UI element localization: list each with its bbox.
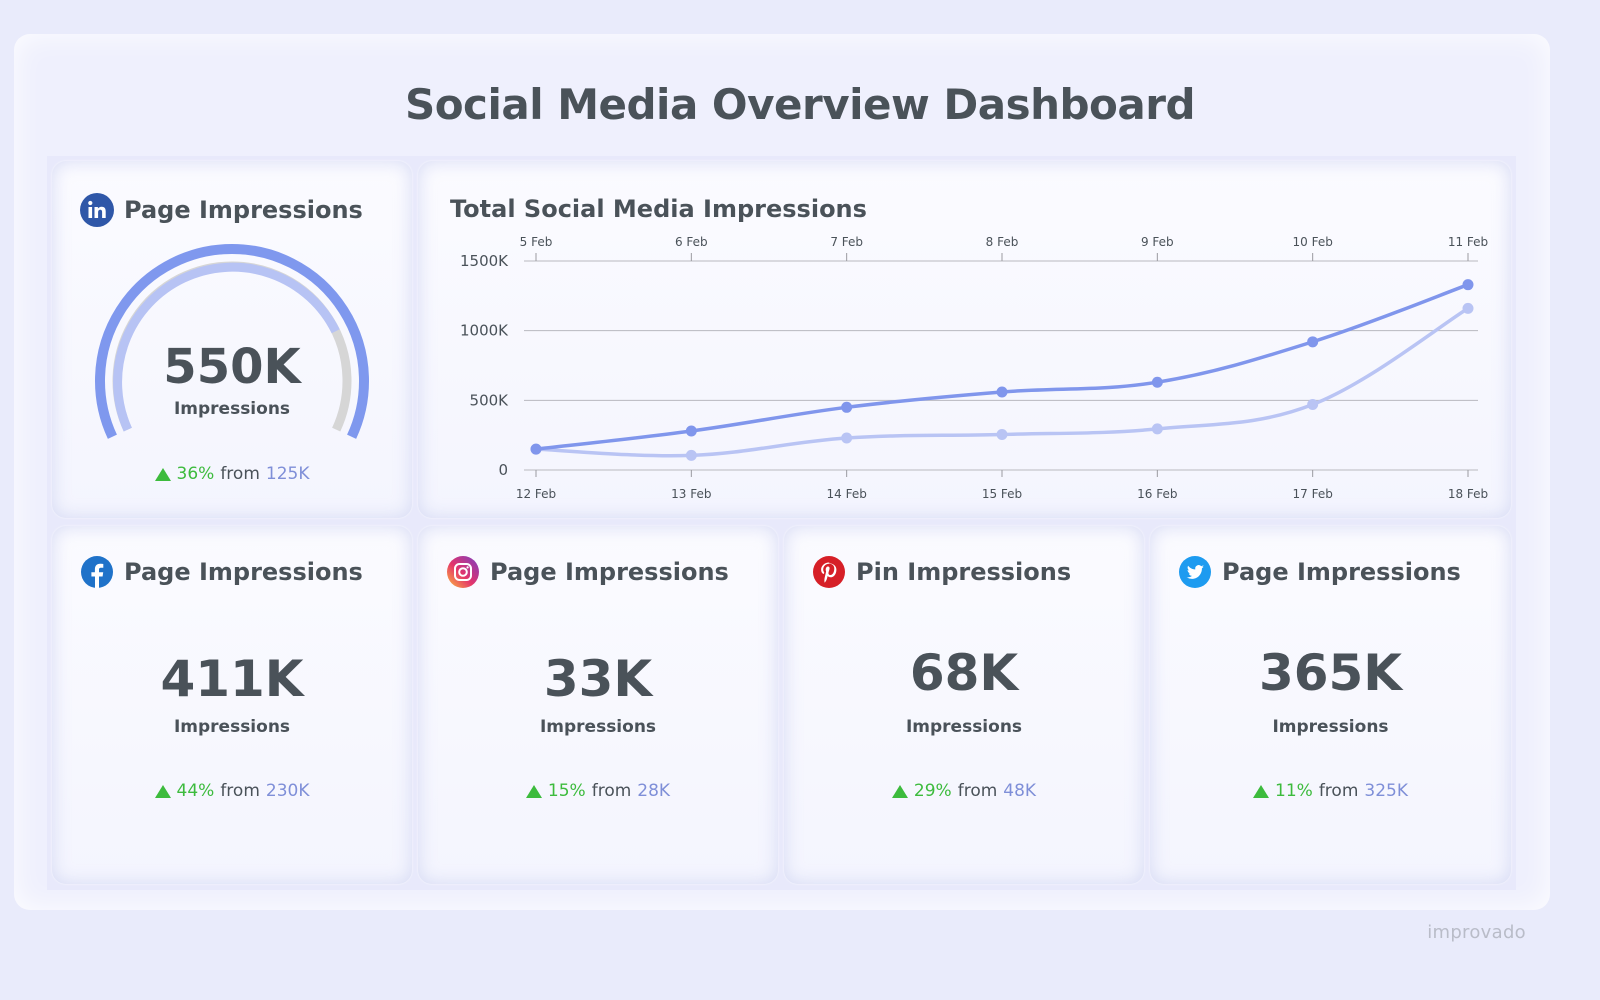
instagram-card[interactable]: Page Impressions 33K Impressions 15% fro… — [418, 526, 778, 884]
series-2-point — [1307, 399, 1319, 411]
twitter-icon — [1178, 555, 1212, 589]
pinterest-from-word: from — [957, 781, 998, 801]
pinterest-icon — [812, 555, 846, 589]
linkedin-card-title: Page Impressions — [124, 196, 363, 224]
series-2-point — [841, 432, 853, 444]
pinterest-delta: 29% from 48K — [784, 781, 1144, 801]
series-1-point — [841, 401, 853, 413]
up-arrow-icon — [525, 784, 542, 798]
twitter-card-title: Page Impressions — [1222, 558, 1461, 586]
pinterest-from-value: 48K — [1003, 781, 1037, 801]
up-arrow-icon — [891, 784, 908, 798]
x-top-tick-label: 11 Feb — [1448, 235, 1488, 249]
series-1-point — [1151, 376, 1163, 388]
pinterest-card-header: Pin Impressions — [812, 555, 1071, 589]
linkedin-delta: 36% from 125K — [52, 464, 412, 484]
twitter-from-value: 325K — [1364, 781, 1408, 801]
series-2-point — [685, 449, 697, 461]
y-tick-label: 1500K — [460, 252, 509, 270]
series-1-point — [996, 386, 1008, 398]
x-top-tick-label: 8 Feb — [986, 235, 1019, 249]
pinterest-card[interactable]: Pin Impressions 68K Impressions 29% from… — [784, 526, 1144, 884]
twitter-value: 365K — [1258, 644, 1403, 702]
linkedin-label: Impressions — [173, 399, 291, 419]
instagram-icon — [446, 555, 480, 589]
x-bottom-tick-label: 18 Feb — [1448, 487, 1488, 501]
improvado-logo: improvado — [1427, 922, 1526, 943]
series-1-point — [1462, 279, 1474, 291]
facebook-card-title: Page Impressions — [124, 558, 363, 586]
twitter-from-word: from — [1318, 781, 1359, 801]
twitter-label: Impressions — [1272, 717, 1389, 737]
x-top-tick-label: 5 Feb — [520, 235, 553, 249]
linkedin-gauge — [95, 243, 369, 439]
facebook-value: 411K — [160, 650, 304, 708]
x-bottom-tick-label: 14 Feb — [826, 487, 866, 501]
chart-title: Total Social Media Impressions — [450, 195, 867, 223]
facebook-card-header: Page Impressions — [80, 555, 363, 589]
facebook-from-value: 230K — [265, 781, 310, 801]
instagram-pct: 15% — [547, 781, 586, 801]
gauge-fill — [113, 262, 340, 432]
x-bottom-tick-label: 12 Feb — [516, 487, 556, 501]
twitter-card[interactable]: Page Impressions 365K Impressions 11% fr… — [1150, 526, 1511, 884]
pinterest-card-title: Pin Impressions — [856, 558, 1072, 586]
linkedin-icon — [80, 193, 114, 227]
y-tick-label: 0 — [498, 461, 508, 479]
facebook-delta: 44% from 230K — [52, 781, 412, 801]
up-arrow-icon — [1253, 784, 1270, 798]
y-tick-label: 1000K — [460, 322, 509, 340]
pinterest-value: 68K — [909, 644, 1019, 702]
x-top-tick-label: 7 Feb — [830, 235, 863, 249]
series-1-line — [535, 283, 1469, 451]
facebook-icon — [80, 555, 114, 589]
instagram-card-title: Page Impressions — [490, 558, 729, 586]
facebook-from-word: from — [220, 781, 260, 801]
series-1-point — [1307, 336, 1319, 348]
twitter-card-header: Page Impressions — [1178, 555, 1461, 589]
linkedin-card[interactable]: Page Impressions 550K Impressions 36% fr… — [52, 161, 412, 518]
page-title: Social Media Overview Dashboard — [404, 80, 1196, 129]
linkedin-card-header: Page Impressions — [80, 193, 363, 227]
linkedin-from-value: 125K — [265, 464, 310, 484]
linkedin-pct: 36% — [176, 464, 215, 484]
x-top-tick-label: 9 Feb — [1141, 235, 1174, 249]
instagram-delta: 15% from 28K — [418, 781, 778, 801]
x-top-tick-label: 10 Feb — [1292, 235, 1332, 249]
pinterest-label: Impressions — [905, 717, 1023, 737]
twitter-pct: 11% — [1275, 781, 1313, 801]
x-top-tick-label: 6 Feb — [675, 235, 708, 249]
instagram-value: 33K — [543, 650, 653, 708]
linkedin-from-word: from — [220, 464, 260, 484]
x-bottom-tick-label: 13 Feb — [671, 487, 711, 501]
x-bottom-tick-label: 16 Feb — [1137, 487, 1177, 501]
facebook-label: Impressions — [173, 717, 291, 737]
instagram-label: Impressions — [539, 717, 657, 737]
series-2-point — [1151, 423, 1163, 435]
instagram-from-value: 28K — [637, 781, 671, 801]
x-bottom-tick-label: 17 Feb — [1292, 487, 1332, 501]
total-impressions-chart: 0 500K 1000K 1500K 5 Feb 6 Feb 7 Feb 8 Feb 9 Feb… — [460, 235, 1488, 501]
facebook-card[interactable]: Page Impressions 411K Impressions 44% fr… — [52, 526, 412, 884]
up-arrow-icon — [154, 784, 171, 798]
series-2-point — [1462, 302, 1474, 314]
linkedin-value: 550K — [163, 339, 301, 395]
twitter-delta: 11% from 325K — [1150, 781, 1511, 801]
series-2-point — [996, 428, 1008, 440]
total-impressions-card[interactable]: Total Social Media Impressions 0 500K 1000… — [418, 161, 1511, 518]
pinterest-pct: 29% — [913, 781, 952, 801]
instagram-from-word: from — [591, 781, 632, 801]
facebook-pct: 44% — [176, 781, 215, 801]
series-1-point — [685, 425, 697, 437]
y-tick-label: 500K — [470, 391, 510, 409]
up-arrow-icon — [154, 467, 171, 481]
x-bottom-tick-label: 15 Feb — [982, 487, 1022, 501]
instagram-card-header: Page Impressions — [446, 555, 729, 589]
gauge-outer-ring — [95, 243, 369, 439]
series-1-point — [530, 443, 542, 455]
